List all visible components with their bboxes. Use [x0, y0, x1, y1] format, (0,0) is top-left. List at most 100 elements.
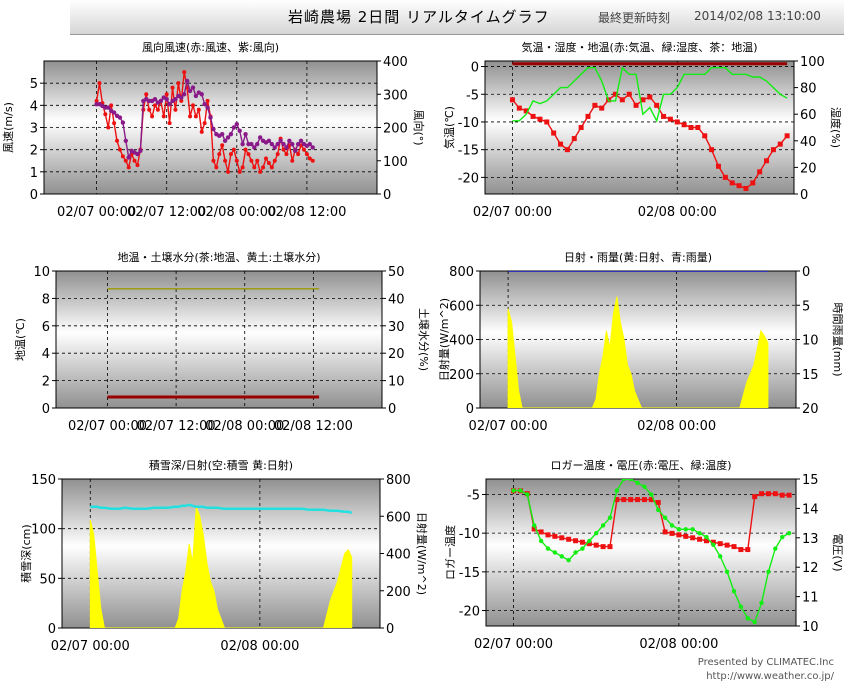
y-tick-label: 8 [42, 292, 50, 307]
data-point [628, 497, 634, 503]
data-point [295, 141, 301, 147]
data-point [164, 92, 169, 97]
data-point [269, 165, 274, 170]
data-point [304, 152, 309, 157]
data-point [532, 523, 537, 528]
data-point [738, 604, 744, 609]
x-tick-label: 02/08 00:00 [197, 205, 276, 220]
data-point [106, 105, 111, 110]
y-tick-label: 2 [30, 144, 38, 159]
data-point [278, 138, 283, 143]
y2-tick-label: 400 [386, 548, 411, 563]
y2-tick-label: 60 [800, 108, 817, 123]
data-point [683, 533, 689, 539]
data-point [593, 542, 599, 548]
data-point [252, 145, 257, 150]
y2-tick-label: 800 [386, 473, 411, 488]
data-point [296, 152, 301, 157]
data-point [635, 480, 640, 486]
data-point [261, 165, 266, 170]
data-point [690, 535, 696, 541]
data-point [525, 492, 530, 497]
y2-tick-label: 20 [802, 402, 819, 417]
data-point [217, 152, 222, 157]
data-point [745, 547, 751, 553]
data-point [702, 133, 708, 139]
y2-tick-label: 15 [802, 368, 819, 383]
y2-tick-label: 30 [388, 320, 405, 335]
y-tick-label: -15 [459, 566, 480, 581]
data-point [234, 158, 239, 163]
data-point [545, 532, 551, 538]
data-point [592, 102, 598, 108]
chart-title: 日射・雨量(黄:日射、青:雨量) [564, 250, 712, 264]
y-tick-label: -5 [467, 488, 480, 503]
y-tick-label: 0 [48, 622, 56, 637]
data-point [123, 138, 128, 143]
data-point [711, 542, 716, 547]
x-tick-label: 02/07 12:00 [137, 419, 216, 434]
y2-tick-label: 20 [388, 347, 405, 362]
data-point [138, 148, 143, 153]
data-point [724, 542, 730, 548]
chart-air: 02/07 00:00 02/08 00:00 気温・湿度・地温(赤:気温、緑:湿度… [442, 40, 843, 220]
data-point [167, 102, 172, 107]
y-tick-label: -5 [466, 88, 479, 103]
data-point [669, 523, 675, 528]
data-point [626, 91, 632, 97]
data-point [290, 158, 295, 163]
data-point [709, 147, 715, 153]
x-tick-label: 02/08 12:00 [274, 419, 353, 434]
y2-tick-label: 100 [800, 55, 825, 70]
data-point [654, 102, 660, 108]
data-point [661, 113, 667, 119]
data-point [135, 163, 140, 168]
y-tick-label: 1 [30, 166, 38, 181]
y-tick-label: 5 [30, 77, 38, 92]
data-point [150, 114, 155, 119]
y-tick-label: 10 [33, 265, 50, 280]
data-point [571, 136, 577, 142]
data-point [231, 147, 236, 152]
footer-url[interactable]: http://www.weather.co.jp/ [706, 671, 834, 682]
series-group [107, 288, 320, 399]
y-tick-label: 100 [31, 523, 56, 538]
data-point [264, 156, 268, 161]
x-tick-label: 02/08 00:00 [637, 419, 716, 434]
y2-tick-label: 14 [802, 502, 819, 517]
data-point [674, 119, 680, 125]
data-point [234, 121, 239, 127]
data-point [269, 141, 275, 147]
x-tick-label: 02/07 00:00 [51, 639, 130, 654]
data-point [152, 97, 158, 102]
y-tick-label: 2 [42, 375, 50, 390]
y2-tick-label: 20 [800, 161, 817, 176]
data-point [633, 102, 639, 108]
data-point [226, 169, 231, 174]
y-tick-label: 50 [39, 572, 56, 587]
footer: Presented by CLIMATEC.Inc http://www.wea… [698, 656, 834, 684]
data-point [205, 105, 210, 110]
data-point [757, 169, 763, 175]
y-tick-label: 4 [42, 347, 50, 362]
data-point [120, 120, 126, 125]
y-axis-title: 気温(℃) [442, 106, 456, 149]
data-point [272, 145, 277, 150]
series-line-1 [512, 66, 788, 123]
data-point [600, 544, 606, 550]
data-point [715, 163, 721, 169]
data-point [759, 600, 764, 605]
data-point [731, 544, 737, 550]
data-point [607, 544, 613, 550]
y2-tick-label: 100 [383, 155, 408, 170]
data-point [552, 550, 558, 555]
y2-axis-title: 日射量(W/m^2) [415, 512, 429, 595]
data-point [208, 115, 213, 120]
data-point [669, 530, 675, 536]
data-point [518, 488, 523, 493]
data-point [772, 491, 778, 497]
data-point [619, 97, 625, 103]
data-point [573, 538, 579, 544]
data-point [586, 541, 592, 547]
data-point [103, 112, 108, 117]
